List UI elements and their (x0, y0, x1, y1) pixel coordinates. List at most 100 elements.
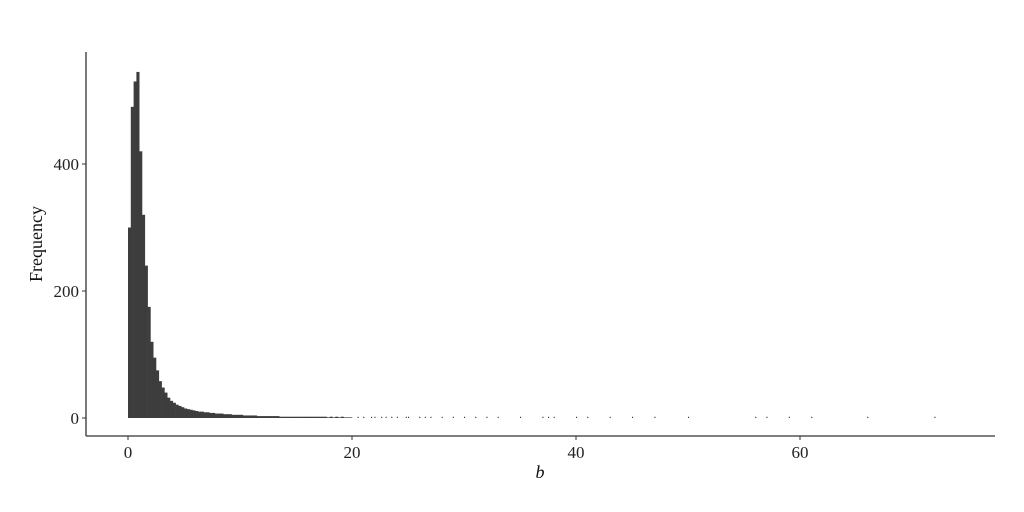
histogram-bar (192, 410, 196, 418)
x-tick-label: 0 (124, 443, 133, 462)
y-ticks: 0 200 400 (54, 155, 86, 428)
histogram-bar (486, 416, 488, 418)
histogram-bar (167, 397, 171, 418)
histogram-bar (287, 416, 291, 418)
histogram-bar (133, 81, 137, 418)
histogram-bar (273, 416, 277, 418)
histogram-bar (391, 416, 393, 418)
histogram-bar (464, 416, 466, 418)
histogram-bar (497, 416, 499, 418)
histogram-bar (654, 416, 656, 418)
histogram-bar (234, 414, 238, 418)
histogram-bar (385, 416, 387, 418)
histogram-bar (346, 417, 350, 418)
histogram-bar (245, 415, 249, 418)
histogram-bar (231, 414, 235, 418)
histogram-bar (405, 416, 407, 418)
histogram-bar (307, 416, 311, 418)
histogram-bar (343, 417, 347, 418)
histogram-bar (548, 416, 550, 418)
y-tick-label: 400 (54, 155, 80, 174)
histogram-bar (293, 416, 297, 418)
histogram-bar (217, 413, 221, 418)
histogram-bar (240, 414, 244, 418)
histogram-bar (284, 416, 288, 418)
histogram-bar (755, 416, 757, 418)
histogram-bar (788, 416, 790, 418)
histogram-bar (184, 408, 188, 418)
histogram-bar (315, 416, 319, 418)
histogram-bar (304, 416, 308, 418)
histogram-bar (242, 415, 246, 418)
histogram-bar (632, 416, 634, 418)
histogram-bar (172, 402, 176, 418)
histogram-bar (228, 414, 232, 418)
histogram-bar (164, 392, 168, 418)
histogram-bar (321, 416, 325, 418)
y-tick-label: 0 (71, 409, 80, 428)
histogram-bar (332, 417, 336, 418)
histogram-bar (251, 415, 255, 418)
histogram-bar (452, 416, 454, 418)
histogram-bar (206, 412, 210, 418)
histogram-bar (396, 416, 398, 418)
histogram-bar (195, 411, 199, 418)
x-ticks: 0 20 40 60 (124, 436, 809, 462)
histogram-bar (553, 416, 555, 418)
histogram-bar (136, 71, 140, 419)
histogram-bar (381, 416, 383, 418)
histogram-bar (282, 416, 286, 418)
histogram-bar (226, 414, 230, 418)
histogram-bar (139, 151, 143, 419)
histogram-bar (268, 416, 272, 418)
histogram-bar (296, 416, 300, 418)
histogram-bar (766, 416, 768, 418)
histogram-bar (587, 416, 589, 418)
x-axis-label: b (536, 462, 545, 482)
histogram-bar (357, 416, 359, 418)
y-axis-label: Frequency (26, 206, 46, 282)
histogram-bar (371, 416, 373, 418)
histogram-bar (301, 416, 305, 418)
histogram-bar (329, 416, 333, 418)
x-tick-label: 40 (568, 443, 585, 462)
histogram-bar (181, 407, 185, 418)
histogram-bar (254, 415, 258, 418)
histogram-bar (363, 416, 365, 418)
histogram-bar (265, 416, 269, 418)
histogram-bar (276, 416, 280, 418)
histogram-bar (262, 416, 266, 418)
histogram-bar (270, 416, 274, 418)
histogram-bar (248, 415, 252, 418)
histogram-bar (144, 265, 148, 418)
histogram-bar (424, 416, 426, 418)
histogram-bar (520, 416, 522, 418)
histogram-bar (130, 106, 134, 418)
x-tick-label: 60 (792, 443, 809, 462)
histogram-bar (175, 404, 179, 418)
histogram-bar (326, 417, 330, 418)
histogram-bar (161, 387, 165, 418)
histogram-bar (609, 416, 611, 418)
histogram-bar (335, 416, 339, 418)
histogram-bar (811, 416, 813, 418)
histogram-bar (220, 413, 224, 418)
histogram-bar (170, 400, 174, 418)
histogram-bar (128, 227, 132, 418)
histogram-bar (310, 416, 314, 418)
histogram-bar (576, 416, 578, 418)
x-tick-label: 20 (344, 443, 361, 462)
histogram-bar (203, 412, 207, 418)
y-tick-label: 200 (54, 282, 80, 301)
histogram-bar (340, 416, 344, 418)
histogram-bar (158, 381, 162, 418)
bars-group (128, 71, 936, 419)
histogram-bar (142, 214, 146, 418)
histogram-bar (441, 416, 443, 418)
histogram-bar (430, 416, 432, 418)
histogram-bar (237, 414, 241, 418)
histogram-bar (290, 416, 294, 418)
histogram-bar (256, 416, 260, 418)
histogram-bar (542, 416, 544, 418)
